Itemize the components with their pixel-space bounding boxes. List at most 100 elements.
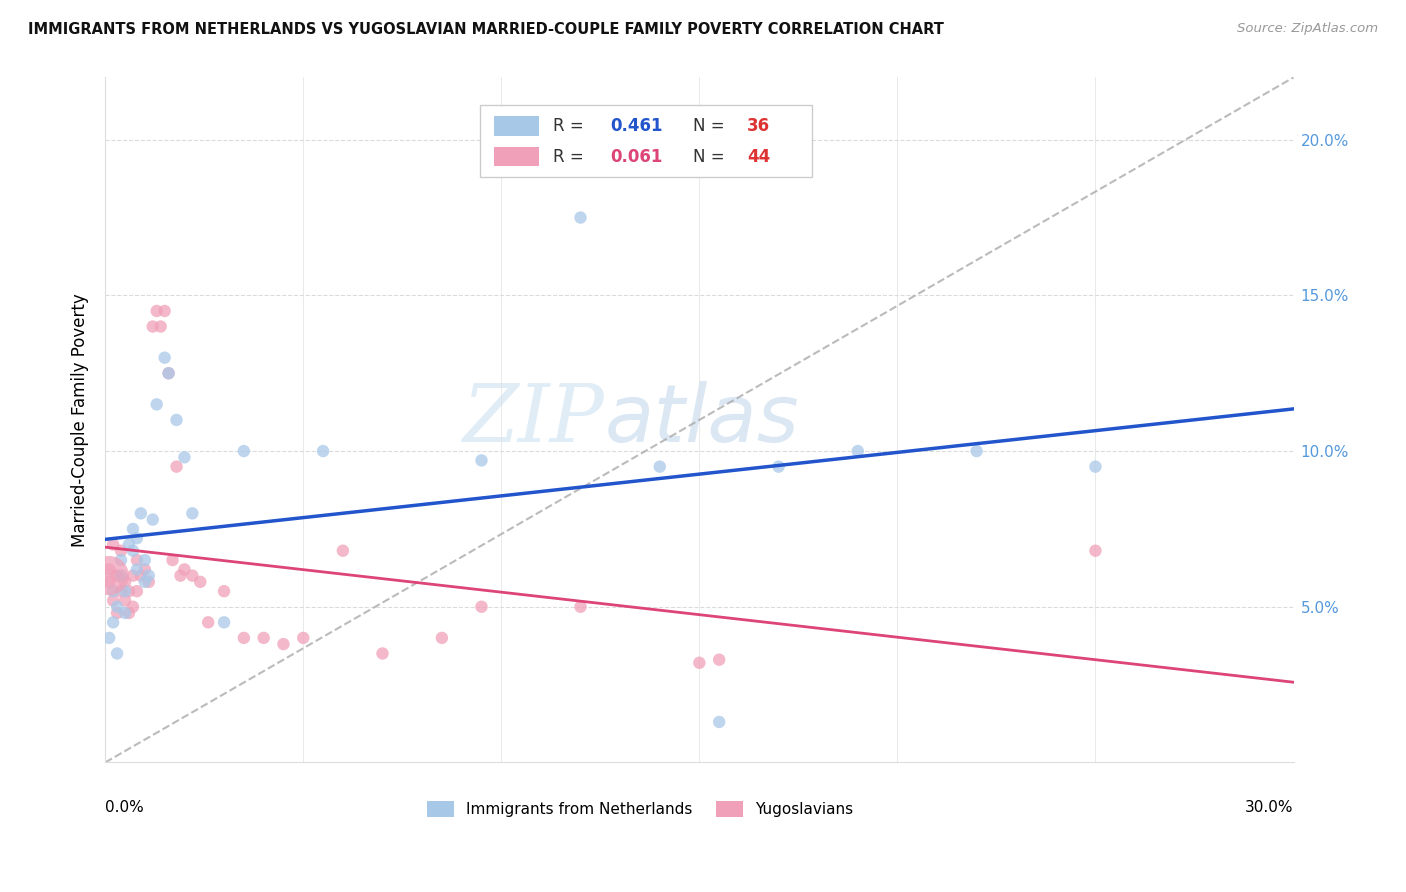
Point (134, 562, 156, 576)
Point (371, 647, 394, 661)
Text: N =: N = (693, 148, 730, 166)
Point (138, 574, 160, 589)
Point (569, 211, 592, 225)
Point (292, 631, 315, 645)
Text: ZIP: ZIP (463, 381, 605, 458)
Text: R =: R = (553, 117, 589, 135)
Point (98, 562, 121, 576)
Point (688, 656, 710, 670)
Text: atlas: atlas (605, 381, 799, 459)
Point (98, 631, 121, 645)
Point (1084, 459, 1107, 474)
Point (169, 568, 191, 582)
Point (181, 506, 204, 520)
Point (173, 562, 195, 576)
Point (110, 553, 132, 567)
Point (138, 568, 160, 582)
Text: Source: ZipAtlas.com: Source: ZipAtlas.com (1237, 22, 1378, 36)
Point (768, 459, 790, 474)
Point (129, 568, 152, 582)
Point (105, 599, 128, 614)
Point (134, 574, 156, 589)
Point (470, 599, 492, 614)
Point (846, 444, 869, 458)
Point (118, 537, 141, 551)
Point (122, 599, 145, 614)
Point (101, 584, 124, 599)
Point (122, 522, 145, 536)
Point (153, 351, 176, 365)
Point (142, 319, 165, 334)
Point (101, 537, 124, 551)
Point (312, 444, 335, 458)
Point (125, 553, 148, 567)
Point (114, 574, 136, 589)
Point (648, 459, 671, 474)
Point (110, 568, 132, 582)
FancyBboxPatch shape (494, 147, 538, 167)
Y-axis label: Married-Couple Family Poverty: Married-Couple Family Poverty (72, 293, 89, 547)
Point (149, 319, 172, 334)
Text: N =: N = (693, 117, 730, 135)
Point (134, 553, 156, 567)
Point (114, 606, 136, 620)
Point (105, 647, 128, 661)
Point (197, 615, 219, 630)
Point (470, 453, 492, 467)
Point (118, 606, 141, 620)
Point (105, 606, 128, 620)
Text: 0.461: 0.461 (610, 117, 662, 135)
Point (332, 543, 354, 558)
Point (122, 568, 145, 582)
Point (181, 568, 204, 582)
Point (707, 653, 730, 667)
Point (212, 615, 235, 630)
Point (273, 637, 295, 651)
Text: 30.0%: 30.0% (1244, 800, 1294, 815)
Point (188, 574, 211, 589)
Point (212, 584, 235, 599)
FancyBboxPatch shape (494, 117, 538, 136)
Point (101, 593, 124, 607)
Point (125, 531, 148, 545)
Point (157, 366, 180, 380)
Point (101, 615, 124, 630)
Point (114, 584, 136, 599)
Point (569, 599, 592, 614)
Point (232, 444, 254, 458)
Text: R =: R = (553, 148, 589, 166)
Point (166, 459, 188, 474)
FancyBboxPatch shape (479, 105, 813, 177)
Point (253, 631, 276, 645)
Point (142, 512, 165, 526)
Text: 44: 44 (747, 148, 770, 166)
Point (125, 584, 148, 599)
Text: IMMIGRANTS FROM NETHERLANDS VS YUGOSLAVIAN MARRIED-COUPLE FAMILY POVERTY CORRELA: IMMIGRANTS FROM NETHERLANDS VS YUGOSLAVI… (28, 22, 943, 37)
Point (98, 574, 121, 589)
Point (98, 568, 121, 582)
Point (105, 568, 128, 582)
Point (110, 584, 132, 599)
Point (114, 593, 136, 607)
Text: 0.0%: 0.0% (105, 800, 143, 815)
Point (118, 584, 141, 599)
Point (232, 631, 254, 645)
Point (707, 714, 730, 729)
Point (145, 397, 167, 411)
Point (162, 553, 184, 567)
Point (966, 444, 988, 458)
Point (173, 450, 195, 465)
Text: 36: 36 (747, 117, 770, 135)
Point (430, 631, 453, 645)
Text: 0.061: 0.061 (610, 148, 662, 166)
Point (122, 543, 145, 558)
Point (1084, 543, 1107, 558)
Point (166, 413, 188, 427)
Point (129, 506, 152, 520)
Point (145, 304, 167, 318)
Point (153, 304, 176, 318)
Point (157, 366, 180, 380)
Legend: Immigrants from Netherlands, Yugoslavians: Immigrants from Netherlands, Yugoslavian… (420, 795, 859, 823)
Point (110, 543, 132, 558)
Point (125, 562, 148, 576)
